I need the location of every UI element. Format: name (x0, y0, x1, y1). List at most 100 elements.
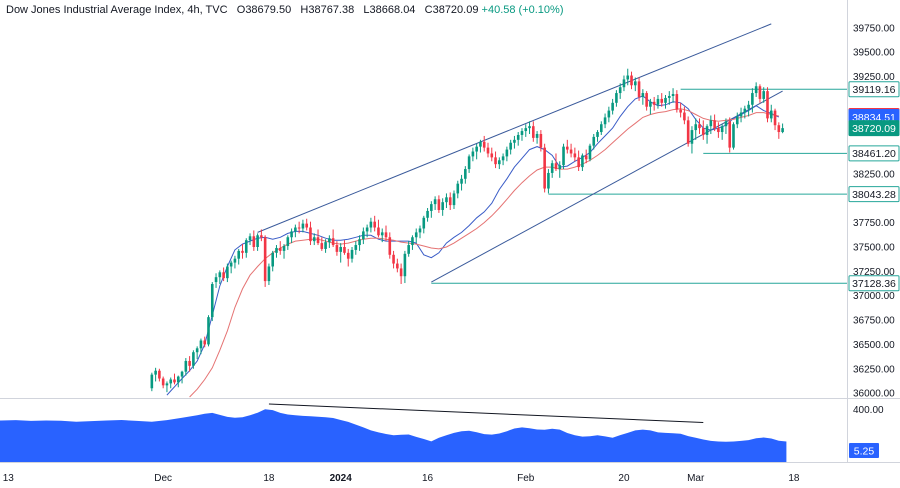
candle-body (226, 266, 229, 279)
candle (180, 370, 184, 384)
candle (384, 225, 388, 242)
candle (735, 112, 739, 129)
candle (633, 77, 637, 92)
price-label-tag (848, 81, 900, 98)
candle (558, 161, 562, 178)
candle (607, 106, 611, 123)
candle-body (414, 232, 418, 238)
candle (550, 160, 554, 178)
candle (671, 88, 675, 103)
candle-body (743, 108, 747, 113)
y-tick-label: 36000.00 (853, 389, 895, 400)
candle (411, 235, 414, 250)
candle-body (195, 348, 199, 353)
candle (720, 124, 724, 140)
candle-body (611, 102, 614, 111)
candle-body (671, 94, 675, 96)
x-tick-label: Dec (154, 473, 172, 484)
candle-body (720, 126, 724, 133)
candle (241, 244, 244, 259)
candle-body (516, 134, 520, 140)
candle-body (384, 232, 388, 238)
candle (316, 229, 320, 246)
candle-body (713, 120, 716, 129)
candle (199, 338, 203, 355)
candle (505, 146, 509, 162)
candle-body (248, 236, 252, 241)
candle-body (176, 376, 180, 383)
candle (392, 250, 395, 269)
candle-body (260, 235, 263, 238)
candle-body (728, 121, 732, 148)
candle-body (679, 109, 682, 113)
candle (645, 91, 648, 111)
candle-body (180, 371, 184, 377)
candle-body (241, 250, 244, 253)
candle-body (448, 197, 452, 206)
channel-upper-line (257, 23, 772, 233)
y-tick-label: 36750.00 (853, 316, 895, 327)
candle (683, 106, 686, 125)
legend-close: C38720.09 (424, 4, 479, 16)
candle (547, 169, 550, 194)
candle-body (656, 98, 660, 105)
candle (622, 75, 626, 92)
candle-body (758, 86, 762, 99)
x-tick-label: 16 (422, 473, 434, 484)
candle (328, 235, 331, 248)
candle (754, 82, 758, 97)
oscillator-value-tag (849, 443, 879, 458)
legend-low: L38668.04 (363, 4, 416, 16)
candle (498, 157, 501, 170)
candle (581, 153, 584, 172)
y-tick-label: 36250.00 (853, 364, 895, 375)
candle (309, 221, 312, 246)
x-tick-label: Mar (687, 473, 705, 484)
x-tick-label: 13 (3, 473, 15, 484)
candles-layer (150, 68, 784, 393)
legend-open: O38679.50 (236, 4, 292, 16)
candle-body (214, 277, 218, 283)
candle-body (633, 81, 637, 86)
candle (362, 227, 365, 245)
candle-body (460, 178, 463, 184)
candle (577, 150, 580, 172)
chart-title: Dow Jones Industrial Average Index, 4h, … (6, 4, 228, 16)
candle-body (501, 156, 505, 161)
candle (456, 180, 460, 199)
candle-body (233, 258, 237, 263)
candle-body (498, 160, 501, 165)
legend-change: +40.58 (+0.10%) (481, 4, 564, 16)
y-tick-label: 39750.00 (853, 23, 895, 34)
candle (331, 229, 335, 247)
candle (573, 147, 577, 162)
candle (690, 126, 694, 154)
candle-body (165, 383, 169, 386)
candle-body (365, 227, 369, 232)
candle (520, 128, 524, 141)
candle-body (305, 223, 308, 228)
candle-body (766, 91, 769, 119)
candle (705, 124, 709, 144)
candle (630, 71, 633, 90)
candle (603, 113, 607, 129)
candle-body (328, 238, 331, 243)
candle (433, 196, 437, 210)
candle-body (686, 120, 690, 144)
candle-body (626, 75, 630, 80)
candle-body (577, 157, 580, 168)
candle (339, 243, 342, 263)
candle-body (769, 110, 773, 119)
drawings-layer (257, 23, 847, 284)
candle (709, 115, 713, 134)
candle-body (350, 249, 354, 259)
candle (596, 130, 599, 142)
x-tick-label: 18 (788, 473, 800, 484)
candle (728, 117, 732, 153)
candle-body (358, 239, 361, 246)
candle-body (543, 147, 546, 189)
candle (192, 350, 195, 369)
candle-body (509, 142, 512, 150)
candle-body (592, 136, 596, 146)
